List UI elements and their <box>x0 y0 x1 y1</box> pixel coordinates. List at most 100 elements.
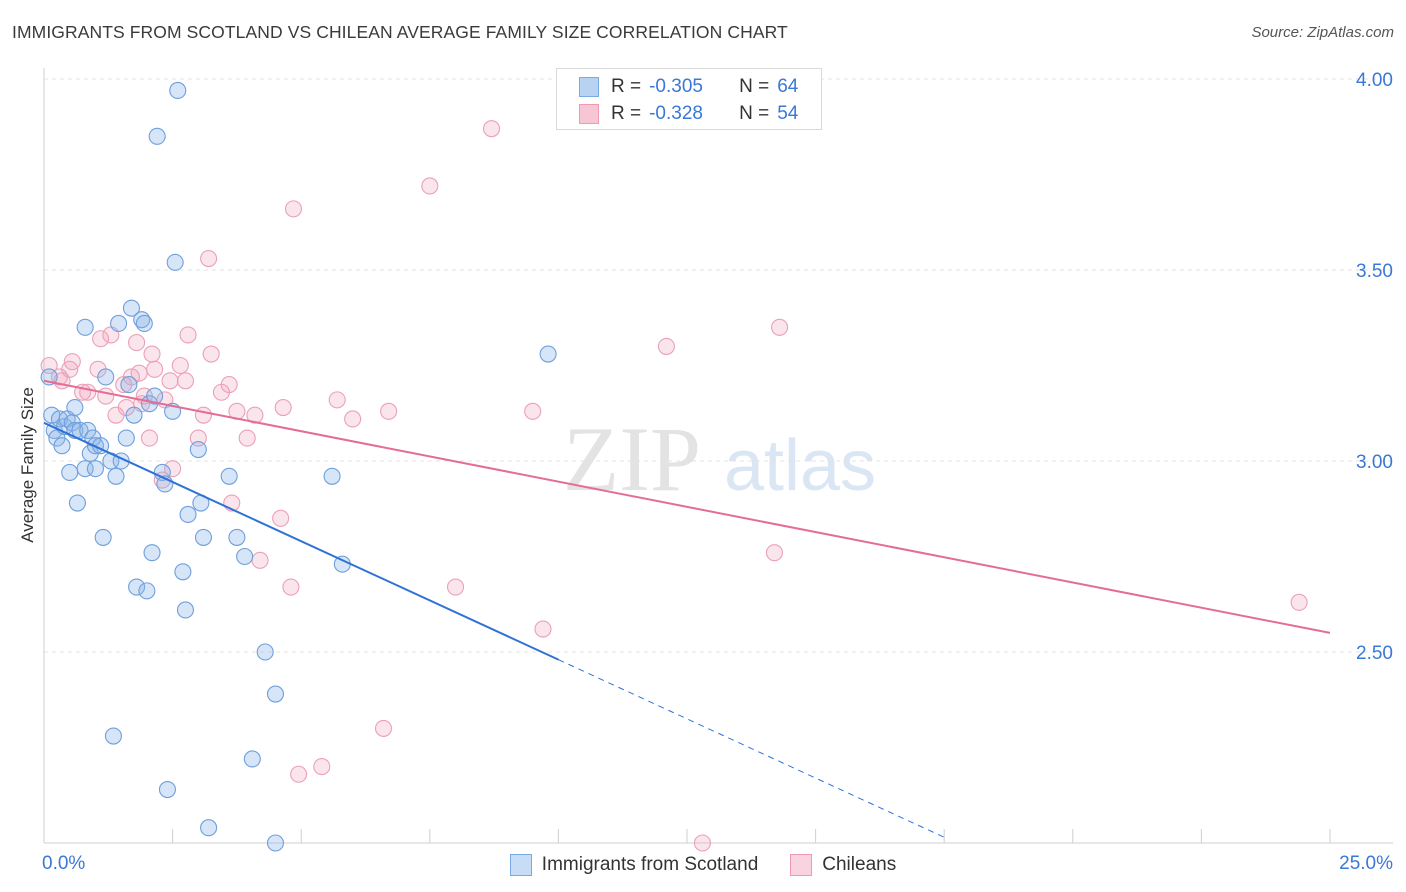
chileans-point <box>200 249 218 268</box>
scotland-point <box>266 685 285 703</box>
legend-swatch-scotland <box>509 854 532 876</box>
chileans-point <box>421 177 439 195</box>
legend-swatch-scotland <box>579 77 599 97</box>
scotland-trend-line <box>43 421 559 661</box>
legend-row-chileans: R = -0.328 N = 54 <box>579 101 798 127</box>
chileans-point <box>176 372 195 390</box>
y-tick-label: 4.00 <box>1356 70 1393 91</box>
scotland-point <box>146 387 164 405</box>
scotland-point <box>68 494 86 512</box>
chileans-point <box>374 719 393 737</box>
chileans-point <box>380 402 398 420</box>
chileans-point <box>202 345 220 363</box>
legend-row-scotland: R = -0.305 N = 64 <box>579 74 798 100</box>
chileans-point <box>220 376 238 394</box>
chileans-point <box>164 460 182 478</box>
scotland-point <box>266 834 285 852</box>
chileans-point <box>284 200 303 218</box>
legend-label-scotland: Immigrants from Scotland <box>541 854 759 875</box>
watermark-atlas: atlas <box>724 426 876 506</box>
watermark-zip: ZIP <box>563 408 701 510</box>
legend-r-value: -0.328 <box>649 103 703 124</box>
scotland-point <box>189 440 207 459</box>
chileans-point <box>524 402 542 420</box>
chileans-point <box>328 391 346 409</box>
chileans-point <box>194 406 213 424</box>
chileans-point <box>272 509 290 527</box>
scotland-point <box>122 299 140 317</box>
scotland-point <box>107 467 125 485</box>
scotland-point <box>110 314 128 333</box>
legend-n-label: N = <box>739 76 770 97</box>
scotland-point <box>539 345 557 363</box>
scotland-point <box>169 81 187 100</box>
y-tick-label: 3.50 <box>1356 261 1393 282</box>
scotland-point <box>86 460 104 478</box>
scotland-point <box>117 429 135 447</box>
scotland-point <box>243 750 261 768</box>
chileans-point <box>313 758 331 776</box>
chileans-point <box>765 544 783 562</box>
chileans-point <box>246 406 264 424</box>
scotland-point <box>138 582 156 600</box>
chileans-point <box>143 345 161 363</box>
legend-n-value: 54 <box>777 103 799 124</box>
correlation-legend: R = -0.305 N = 64 R = -0.328 N = 54 <box>556 68 822 130</box>
legend-item-chileans[interactable]: Chileans <box>790 854 896 876</box>
scotland-point <box>228 528 246 546</box>
legend-swatch-chileans <box>790 854 813 876</box>
y-axis-label: Average Family Size <box>18 387 37 543</box>
scotland-point <box>53 437 71 455</box>
chileans-point <box>146 360 164 378</box>
legend-label-chileans: Chileans <box>822 854 897 875</box>
axes <box>43 68 1393 844</box>
scotland-point <box>143 544 161 562</box>
grid-lines <box>44 78 1393 653</box>
chileans-point <box>693 834 711 852</box>
scotland-point <box>135 314 153 333</box>
chileans-point <box>282 578 300 596</box>
scotland-point <box>97 368 115 386</box>
legend-r-label: R = <box>611 76 642 97</box>
legend-n-label: N = <box>739 103 770 124</box>
scotland-point <box>76 460 94 478</box>
legend-swatch-chileans <box>579 104 599 124</box>
scotland-point <box>158 780 177 799</box>
scotland-point <box>166 253 184 271</box>
source-credit: Source: ZipAtlas.com <box>1251 24 1394 41</box>
chileans-point <box>1290 593 1308 611</box>
watermark: ZIP atlas <box>563 408 876 510</box>
scotland-point <box>148 127 166 145</box>
trend-lines <box>43 379 1331 838</box>
chileans-point <box>482 120 501 138</box>
chileans-point <box>657 337 675 355</box>
scotland-point <box>194 528 213 546</box>
scotland-point <box>125 406 143 424</box>
scotland-point <box>120 376 138 394</box>
scotland-point <box>200 819 218 837</box>
chileans-point <box>179 326 197 344</box>
legend-n-value: 64 <box>777 76 799 97</box>
chileans-point <box>290 765 308 783</box>
legend-item-scotland[interactable]: Immigrants from Scotland <box>509 854 759 876</box>
chileans-point <box>92 330 110 348</box>
chileans-point <box>251 551 269 569</box>
scotland-point <box>323 467 341 485</box>
chart-title: IMMIGRANTS FROM SCOTLAND VS CHILEAN AVER… <box>12 22 788 42</box>
scotland-point <box>174 563 192 581</box>
scotland-point <box>256 643 274 661</box>
chileans-point <box>97 387 115 405</box>
chileans-point <box>446 578 465 596</box>
y-tick-label: 3.00 <box>1356 452 1393 473</box>
scotland-point <box>236 547 254 566</box>
x-tick-label: 25.0% <box>1339 853 1393 874</box>
tick-labels: 2.50 3.00 3.50 4.00 0.0% 25.0% <box>42 70 1393 874</box>
chileans-point <box>128 334 146 352</box>
scotland-point <box>61 463 79 482</box>
chileans-point <box>771 318 789 336</box>
scotland-point <box>128 578 146 596</box>
scotland-point <box>94 528 112 546</box>
scotland-point <box>176 601 195 619</box>
chileans-trend-line <box>43 379 1331 634</box>
